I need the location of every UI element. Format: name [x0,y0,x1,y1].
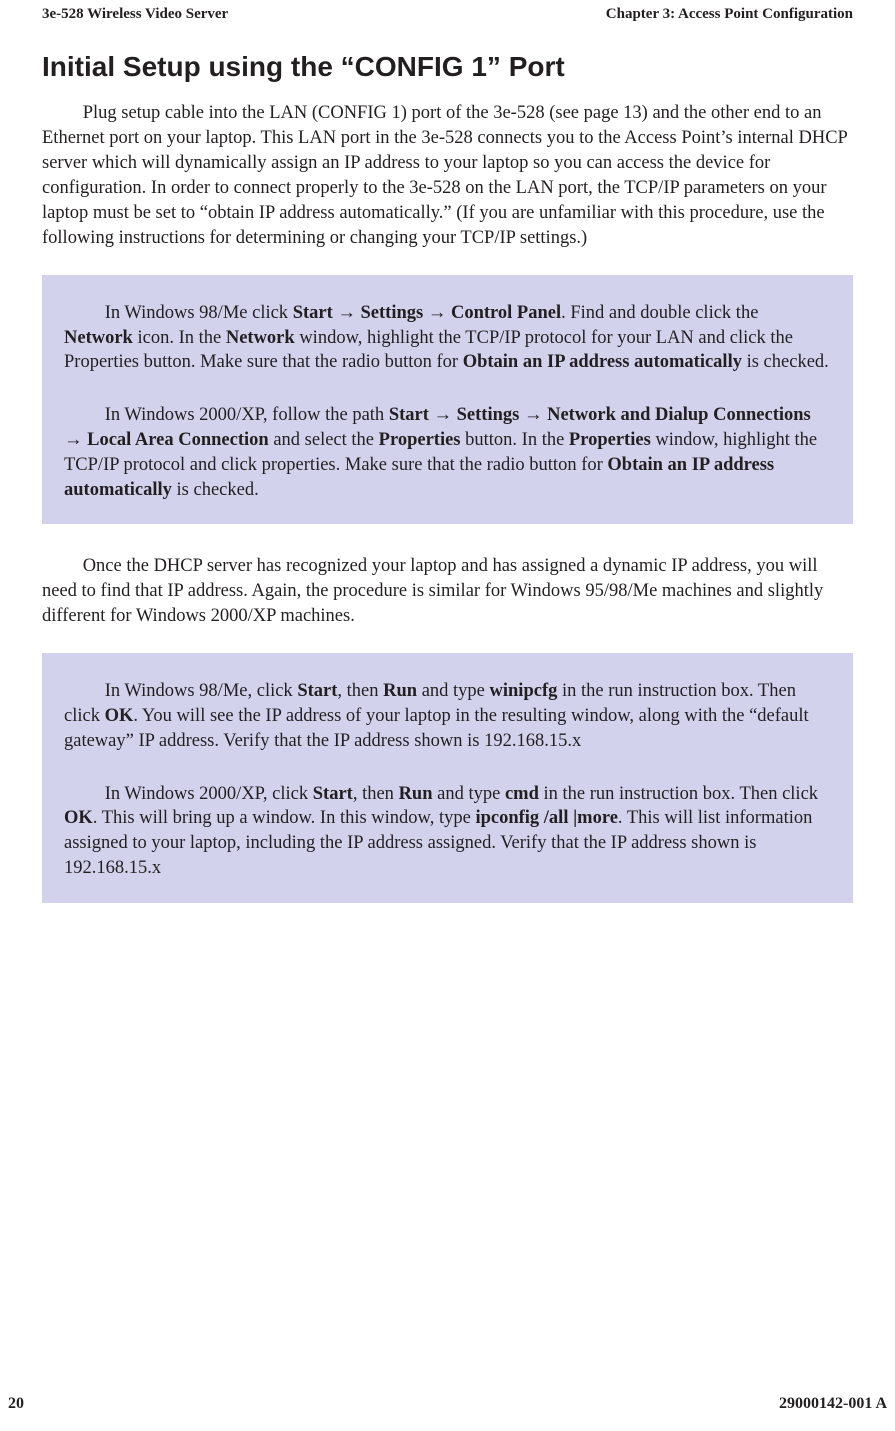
header-left: 3e-528 Wireless Video Server [42,6,228,23]
callout-box-1: In Windows 98/Me click Start → Settings … [42,275,853,524]
callout-1-paragraph-1: In Windows 98/Me click Start → Settings … [64,301,831,375]
page: 3e-528 Wireless Video Server Chapter 3: … [0,0,895,1431]
header-right: Chapter 3: Access Point Configuration [606,6,853,23]
callout-2-paragraph-1: In Windows 98/Me, click Start, then Run … [64,679,831,753]
intro-paragraph: Plug setup cable into the LAN (CONFIG 1)… [42,101,853,251]
callout-2-paragraph-2: In Windows 2000/XP, click Start, then Ru… [64,782,831,881]
footer-doc-number: 29000142-001 A [779,1395,887,1413]
footer-row: 20 29000142-001 A [0,1395,895,1413]
callout-box-2: In Windows 98/Me, click Start, then Run … [42,653,853,902]
section-title: Initial Setup using the “CONFIG 1” Port [42,51,853,83]
callout-1-paragraph-2: In Windows 2000/XP, follow the path Star… [64,403,831,502]
footer-page-number: 20 [8,1395,24,1413]
middle-paragraph: Once the DHCP server has recognized your… [42,554,853,629]
header-row: 3e-528 Wireless Video Server Chapter 3: … [42,0,853,33]
